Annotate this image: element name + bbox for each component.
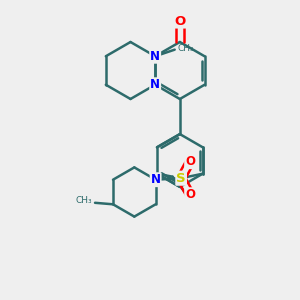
Text: N: N: [151, 173, 160, 186]
Text: N: N: [150, 78, 160, 91]
Text: O: O: [174, 14, 185, 28]
Text: O: O: [185, 155, 195, 168]
Text: N: N: [150, 50, 160, 63]
Text: O: O: [185, 188, 195, 201]
Text: S: S: [176, 172, 186, 185]
Text: CH₃: CH₃: [76, 196, 93, 205]
Text: CH₃: CH₃: [177, 44, 194, 52]
